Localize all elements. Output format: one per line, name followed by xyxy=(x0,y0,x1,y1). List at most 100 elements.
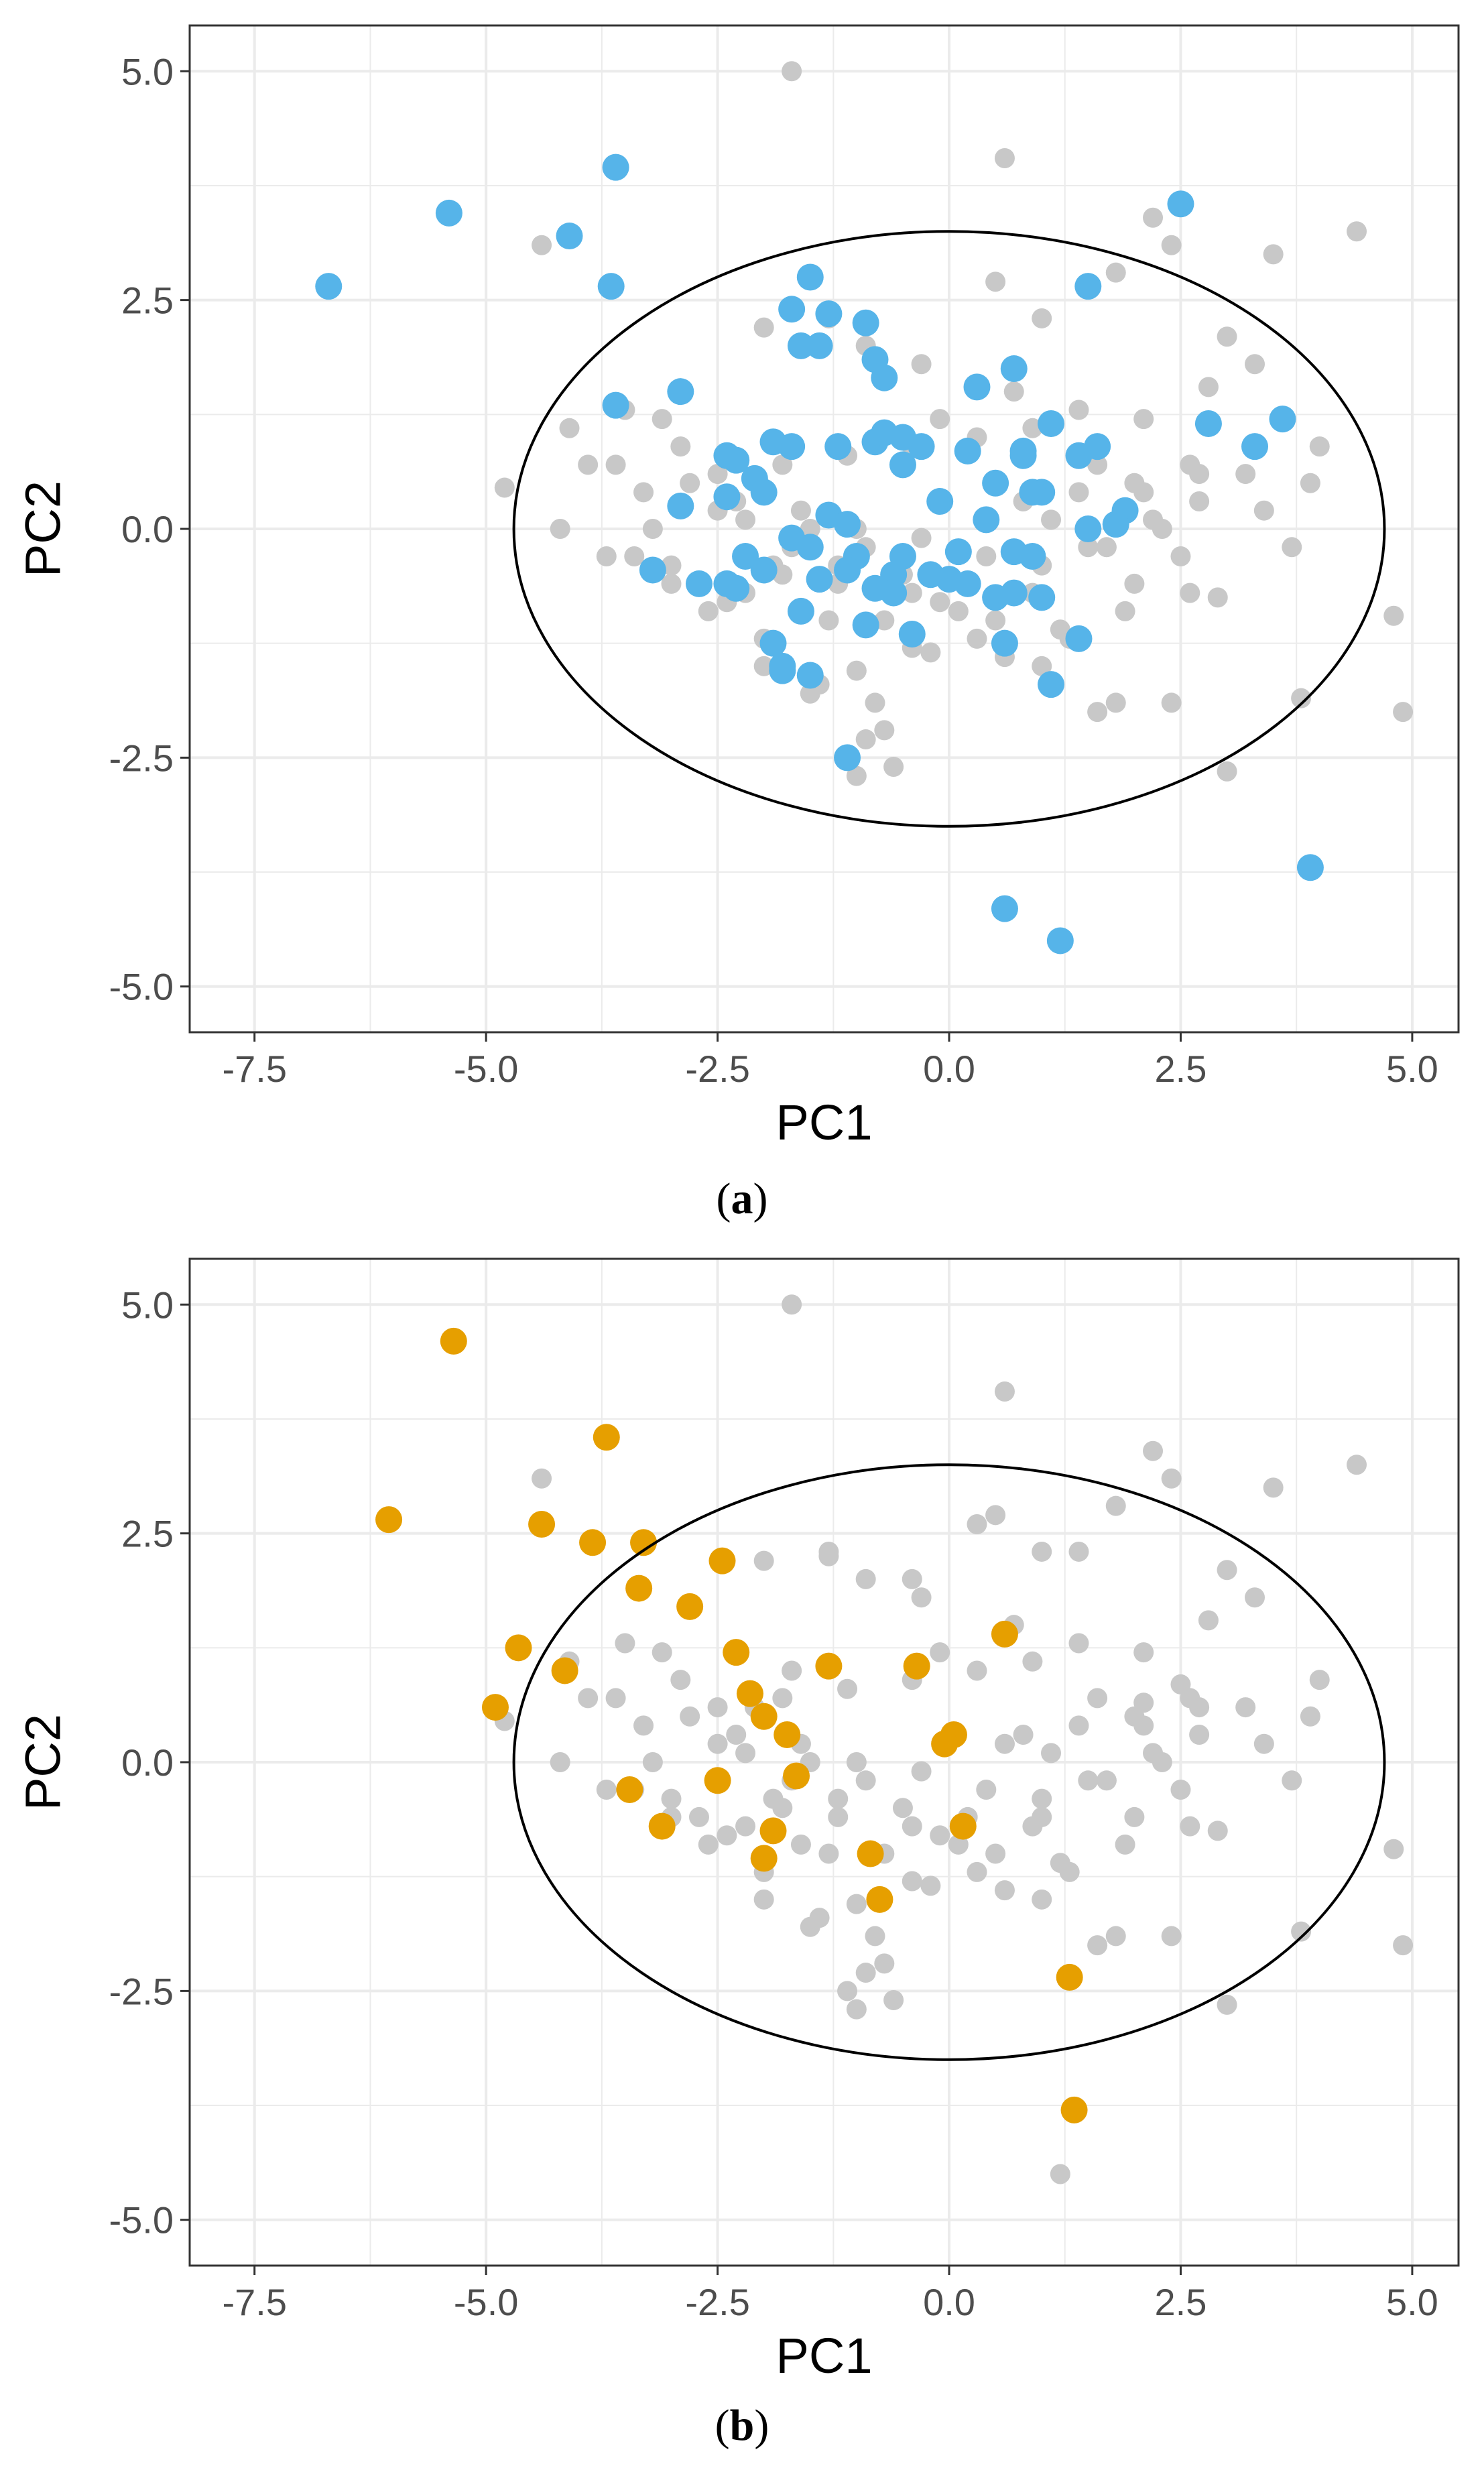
highlight-point-b xyxy=(1056,1963,1083,1991)
background-point-b xyxy=(1291,1921,1312,1942)
background-point-b xyxy=(967,1861,987,1882)
background-point-a xyxy=(1383,605,1404,626)
highlight-point-a xyxy=(602,153,629,181)
background-point-a xyxy=(1198,377,1219,397)
highlight-point-a xyxy=(852,309,879,336)
highlight-point-b xyxy=(723,1639,750,1666)
background-point-b xyxy=(1068,1633,1089,1654)
highlight-point-a xyxy=(852,611,879,639)
background-point-a xyxy=(1124,573,1145,594)
background-point-b xyxy=(1096,1770,1117,1791)
background-point-a xyxy=(1207,587,1228,608)
background-point-a xyxy=(753,317,774,338)
background-point-b xyxy=(809,1908,830,1928)
background-points-b xyxy=(494,1294,1414,2184)
background-point-b xyxy=(1032,1889,1052,1910)
x-tick-label-a: -5.0 xyxy=(454,1048,519,1090)
background-point-b xyxy=(1217,1994,1237,2015)
highlight-point-b xyxy=(783,1762,810,1790)
background-point-b xyxy=(1032,1541,1052,1562)
background-point-a xyxy=(1217,761,1237,782)
highlight-point-a xyxy=(806,566,833,593)
background-point-b xyxy=(828,1788,849,1809)
highlight-point-a xyxy=(1009,437,1037,465)
background-point-b xyxy=(596,1779,617,1800)
highlight-point-a xyxy=(824,433,852,460)
highlight-point-a xyxy=(750,479,778,506)
highlight-point-a xyxy=(1065,625,1093,652)
highlight-point-a xyxy=(1194,410,1222,437)
background-point-b xyxy=(1300,1706,1320,1727)
y-tick-label-a: 5.0 xyxy=(121,50,174,93)
background-point-b xyxy=(1105,1495,1126,1516)
background-point-a xyxy=(967,628,987,649)
background-point-b xyxy=(818,1843,839,1864)
highlight-point-a xyxy=(1038,671,1065,698)
highlight-point-a xyxy=(759,629,787,657)
background-point-b xyxy=(753,1889,774,1910)
background-point-a xyxy=(1133,409,1154,430)
background-point-b xyxy=(994,1381,1015,1402)
highlight-point-b xyxy=(815,1652,843,1680)
y-axis-title-a: PC2 xyxy=(15,481,71,577)
background-point-b xyxy=(1013,1725,1034,1745)
highlight-point-b xyxy=(630,1529,658,1556)
background-point-b xyxy=(846,1752,867,1772)
background-point-b xyxy=(735,1816,756,1837)
background-point-b xyxy=(985,1843,1006,1864)
background-point-b xyxy=(855,1770,876,1791)
highlight-point-b xyxy=(708,1547,736,1575)
highlight-point-a xyxy=(954,437,981,465)
background-point-b xyxy=(865,1926,885,1947)
background-point-a xyxy=(642,519,663,539)
background-point-a xyxy=(1393,702,1414,723)
background-point-b xyxy=(1282,1770,1302,1791)
background-point-b xyxy=(1068,1541,1089,1562)
x-axis-title-b: PC1 xyxy=(776,2328,873,2384)
y-tick-label-b: 2.5 xyxy=(121,1513,174,1555)
background-point-b xyxy=(1198,1610,1219,1631)
background-point-a xyxy=(1078,537,1099,558)
highlight-point-b xyxy=(774,1721,801,1749)
y-tick-label-a: -5.0 xyxy=(109,966,174,1008)
background-point-a xyxy=(1189,464,1210,485)
highlight-point-a xyxy=(815,300,843,328)
background-point-a xyxy=(1087,454,1108,475)
x-tick-label-a: 5.0 xyxy=(1386,1048,1438,1090)
y-ticks-b: -5.0 -2.5 0.0 2.5 5.0 xyxy=(109,1284,190,2241)
background-point-b xyxy=(1133,1692,1154,1713)
background-point-a xyxy=(1087,702,1108,723)
highlight-point-a xyxy=(1000,355,1028,383)
background-point-a xyxy=(976,546,997,566)
highlight-point-b xyxy=(440,1327,467,1355)
y-tick-label-b: 5.0 xyxy=(121,1284,174,1326)
highlight-point-a xyxy=(769,657,796,684)
background-point-a xyxy=(1189,491,1210,512)
background-point-a xyxy=(1068,482,1089,503)
background-point-a xyxy=(661,555,682,576)
background-point-b xyxy=(892,1798,913,1818)
highlight-point-a xyxy=(796,662,824,689)
highlight-point-a xyxy=(1046,927,1074,954)
highlight-points-a xyxy=(315,153,1324,954)
panel-a-chart: -7.5 -5.0 -2.5 0.0 2.5 5.0 -5.0-2.50.02.55.0 … xyxy=(15,24,1460,1223)
highlight-point-b xyxy=(375,1506,403,1534)
y-tick-label-a: 0.0 xyxy=(121,508,174,550)
y-tick-label-a: -2.5 xyxy=(109,737,174,779)
background-points-a xyxy=(494,61,1414,951)
y-tick-label-b: -5.0 xyxy=(109,2199,174,2241)
background-point-b xyxy=(846,1894,867,1914)
background-point-b xyxy=(874,1953,895,1974)
background-point-a xyxy=(1347,221,1367,242)
highlight-point-a xyxy=(982,469,1009,497)
highlight-point-b xyxy=(750,1703,778,1730)
background-point-a xyxy=(652,409,672,430)
panel-caption-b: (b) xyxy=(715,2401,769,2450)
caption-open-a: ( xyxy=(717,1174,731,1223)
highlight-point-a xyxy=(1241,433,1269,460)
background-point-a xyxy=(753,656,774,676)
x-tick-label-b: -7.5 xyxy=(222,2281,287,2323)
highlight-points-b xyxy=(375,1327,1088,2123)
highlight-point-a xyxy=(1000,538,1028,566)
